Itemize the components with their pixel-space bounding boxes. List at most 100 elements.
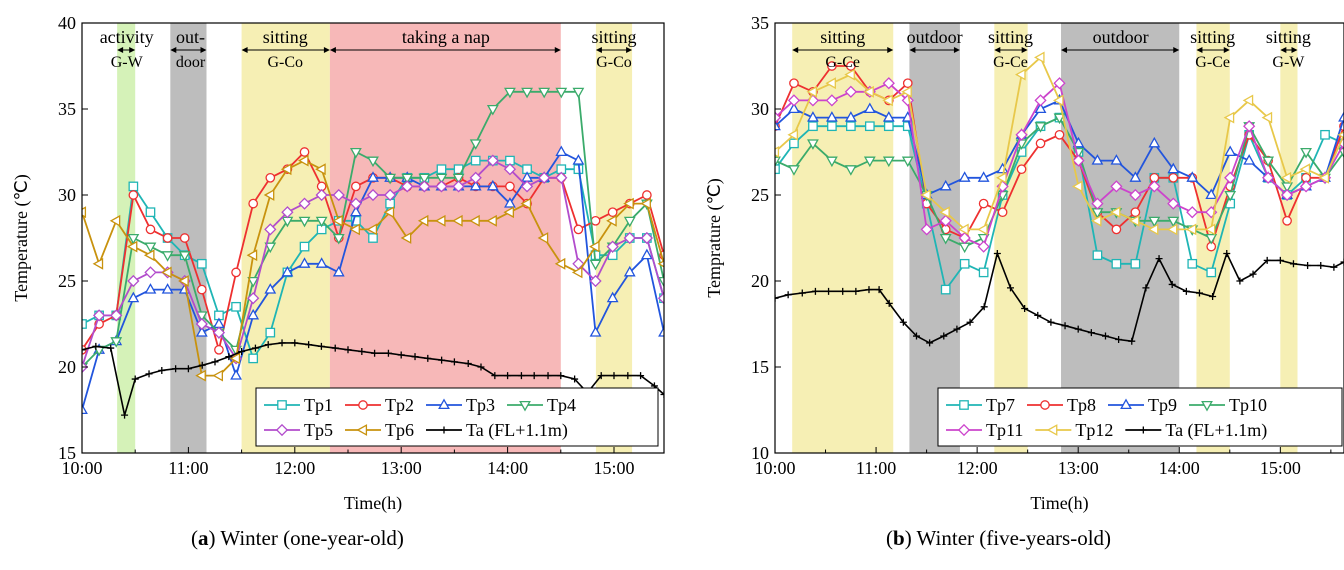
data-point <box>572 87 585 99</box>
data-point <box>1243 120 1256 133</box>
data-point <box>263 189 275 201</box>
caption-b: (b) Winter (five-years-old) <box>886 526 1112 550</box>
data-point <box>436 164 447 175</box>
data-point <box>1300 147 1312 159</box>
series-tp12 <box>775 51 1344 236</box>
data-point <box>504 197 516 208</box>
data-point <box>980 303 988 311</box>
legend-swatch-marker <box>440 426 448 434</box>
annotation-label: activity <box>100 27 154 47</box>
data-point <box>846 121 856 132</box>
data-point <box>958 171 971 182</box>
data-point <box>145 370 153 378</box>
data-point <box>349 197 363 210</box>
data-point <box>658 276 664 288</box>
data-point <box>865 286 873 294</box>
data-point <box>530 372 538 380</box>
data-point <box>977 240 990 253</box>
data-point <box>1338 111 1344 122</box>
plot-frame <box>81 22 665 454</box>
data-point <box>1280 188 1294 202</box>
y-tick-label: 25 <box>751 185 769 205</box>
data-point <box>278 339 286 347</box>
data-point <box>469 139 482 150</box>
data-point <box>1115 335 1123 343</box>
data-point <box>225 353 233 361</box>
plot-frame <box>774 22 1344 454</box>
data-point <box>589 259 602 271</box>
data-point <box>1072 154 1085 167</box>
data-point <box>144 266 157 279</box>
data-point <box>978 267 989 278</box>
data-point <box>1281 182 1294 193</box>
y-tick-label: 40 <box>58 13 76 33</box>
y-axis-label: Temperature (℃) <box>11 174 32 301</box>
caption-a-letter: a <box>198 526 209 550</box>
legend-item: Tp1 <box>264 395 333 415</box>
data-point <box>144 242 157 254</box>
data-point <box>317 342 325 350</box>
data-point <box>901 94 914 107</box>
data-point <box>145 224 156 235</box>
annotation-arrow <box>595 47 633 53</box>
data-point <box>1236 277 1244 285</box>
data-point <box>825 156 838 168</box>
data-point <box>383 188 397 202</box>
data-point <box>827 61 837 71</box>
data-point <box>589 326 602 337</box>
data-point <box>798 289 806 297</box>
data-point <box>1224 190 1237 202</box>
data-point <box>1110 180 1123 193</box>
data-point <box>1111 224 1122 235</box>
data-point <box>846 61 856 71</box>
data-point <box>464 360 472 368</box>
data-point <box>1148 136 1161 148</box>
data-point <box>332 265 345 277</box>
activity-annotation: taking a nap <box>329 27 561 53</box>
data-point <box>1109 206 1121 219</box>
data-point <box>1110 154 1123 165</box>
data-point <box>775 156 781 168</box>
data-point <box>657 260 664 268</box>
legend-label: Tp12 <box>1075 420 1113 440</box>
data-point <box>126 240 138 253</box>
annotation-sublabel: G-Ce <box>825 54 860 71</box>
data-point <box>590 215 601 226</box>
data-point <box>1155 255 1163 263</box>
legend-swatch-marker <box>959 400 969 410</box>
data-point <box>572 154 585 165</box>
legend-label: Tp1 <box>304 395 333 415</box>
data-point <box>349 205 362 217</box>
annotation-sublabel: G-Ce <box>1195 54 1230 71</box>
legend-item: Tp8 <box>1027 395 1096 415</box>
data-point <box>958 223 969 236</box>
data-point <box>469 214 480 227</box>
data-point <box>623 216 636 228</box>
data-point <box>264 341 272 349</box>
data-point <box>332 214 343 227</box>
annotation-label: taking a nap <box>402 27 490 47</box>
legend-label: Tp7 <box>986 395 1015 415</box>
data-point <box>811 287 819 295</box>
data-point <box>1148 180 1161 193</box>
data-point <box>1242 94 1254 107</box>
data-point <box>178 251 191 262</box>
data-point <box>1167 216 1180 228</box>
data-point <box>315 163 326 176</box>
data-point <box>212 369 223 382</box>
data-point <box>959 258 970 269</box>
data-point <box>368 233 378 243</box>
data-point <box>179 233 190 243</box>
data-point <box>882 111 895 122</box>
y-tick-label: 15 <box>58 443 76 463</box>
data-point <box>1263 256 1271 264</box>
data-point <box>571 375 579 383</box>
data-point <box>1015 128 1028 141</box>
data-point <box>1289 260 1297 268</box>
data-point <box>554 257 566 270</box>
data-point <box>623 231 636 245</box>
data-point <box>571 266 583 279</box>
data-point <box>1224 171 1237 184</box>
data-point <box>1091 197 1104 210</box>
data-point <box>107 344 115 352</box>
